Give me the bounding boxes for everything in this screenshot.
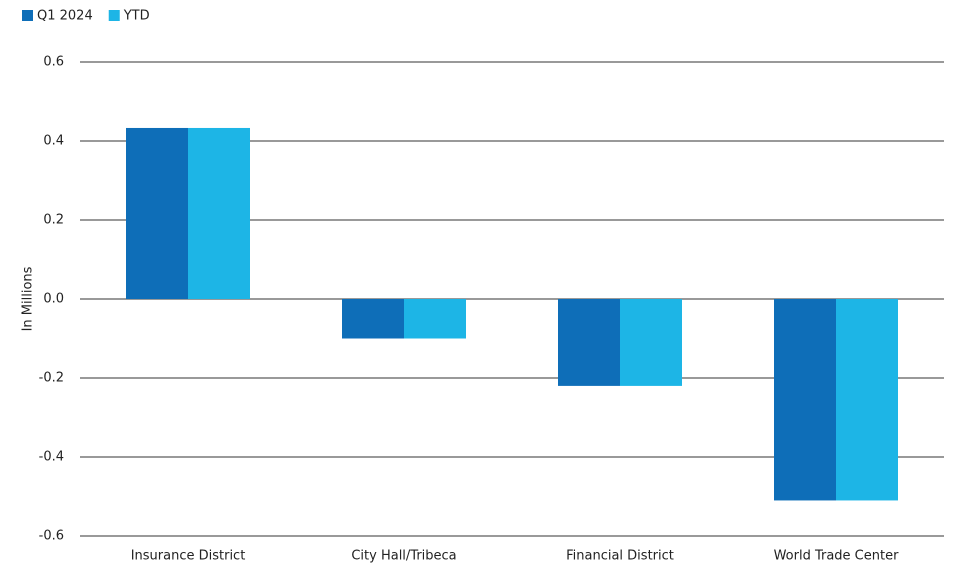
legend-swatch bbox=[22, 10, 33, 21]
bar bbox=[188, 127, 250, 299]
y-axis-title: In Millions bbox=[21, 266, 36, 331]
y-tick-label: -0.2 bbox=[39, 371, 64, 386]
x-tick-label: City Hall/Tribeca bbox=[351, 549, 456, 564]
y-tick-label: 0.2 bbox=[43, 213, 64, 228]
legend-swatch bbox=[108, 10, 120, 21]
y-tick-label: 0.4 bbox=[43, 134, 64, 149]
bar bbox=[774, 299, 836, 501]
x-tick-label: Financial District bbox=[566, 549, 674, 564]
y-tick-label: 0.0 bbox=[43, 292, 64, 307]
y-tick-label: -0.4 bbox=[39, 450, 64, 465]
legend-label: YTD bbox=[123, 9, 150, 24]
bar bbox=[126, 127, 188, 299]
bar bbox=[558, 299, 620, 386]
bar bbox=[620, 299, 682, 386]
legend-label: Q1 2024 bbox=[37, 9, 93, 24]
bar bbox=[342, 299, 404, 339]
bar bbox=[836, 299, 898, 501]
y-tick-label: -0.6 bbox=[39, 529, 64, 544]
bar bbox=[404, 299, 466, 339]
x-tick-label: Insurance District bbox=[131, 549, 246, 564]
x-tick-label: World Trade Center bbox=[774, 549, 900, 564]
y-tick-label: 0.6 bbox=[43, 55, 64, 70]
